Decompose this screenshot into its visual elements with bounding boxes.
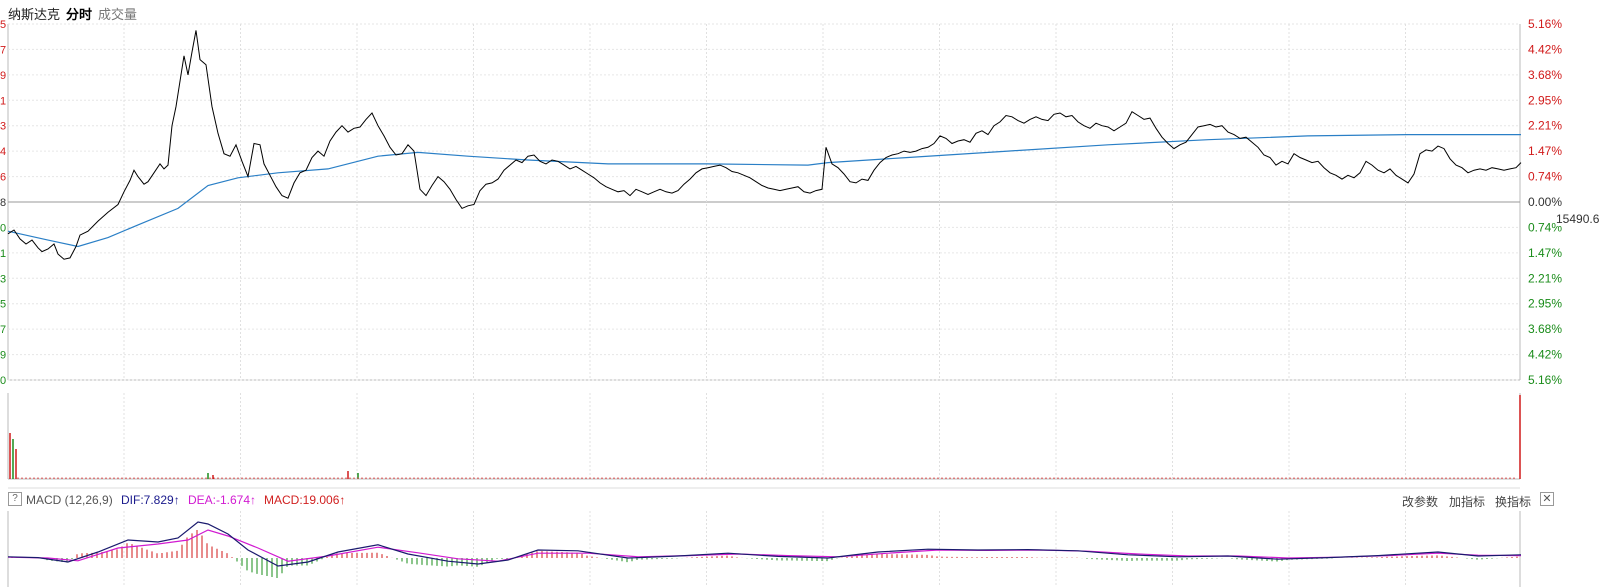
left-tick-label: 7 bbox=[0, 44, 6, 56]
right-tick-label: 2.21% bbox=[1528, 119, 1562, 133]
right-tick-label: 1.47% bbox=[1528, 246, 1562, 260]
chart-header: 纳斯达克 分时 成交量 bbox=[0, 0, 1607, 24]
macd-indicator-bar: ? MACD (12,26,9) DIF:7.829↑ DEA:-1.674↑ … bbox=[0, 491, 1560, 509]
avg-price-line bbox=[7, 134, 1521, 248]
dea-value: DEA:-1.674↑ bbox=[188, 493, 257, 507]
price-line bbox=[7, 30, 1522, 260]
dea-line bbox=[7, 529, 1522, 562]
left-tick-label: 7 bbox=[0, 324, 6, 336]
right-tick-label: 5.16% bbox=[1528, 373, 1562, 387]
left-tick-label: 3 bbox=[0, 121, 6, 133]
current-price-tag: 15490.6 bbox=[1556, 212, 1600, 226]
right-tick-label: 0.00% bbox=[1528, 195, 1562, 209]
right-tick-label: 2.95% bbox=[1528, 93, 1562, 107]
left-tick-label: 5 bbox=[0, 19, 6, 31]
right-tick-label: 5.16% bbox=[1528, 17, 1562, 31]
change-params-button[interactable]: 改参数 bbox=[1402, 495, 1439, 509]
left-tick-label: 8 bbox=[0, 197, 6, 209]
left-tick-label: 1 bbox=[0, 95, 6, 107]
left-tick-label: 3 bbox=[0, 273, 6, 285]
left-tick-label: 9 bbox=[0, 70, 6, 82]
tab-intraday[interactable]: 分时 bbox=[66, 7, 93, 22]
macd-name: MACD (12,26,9) bbox=[26, 493, 113, 507]
switch-indicator-button[interactable]: 换指标 bbox=[1495, 495, 1532, 509]
tab-volume[interactable]: 成交量 bbox=[98, 7, 138, 22]
right-tick-label: 2.21% bbox=[1528, 271, 1562, 285]
dif-value: DIF:7.829↑ bbox=[121, 493, 180, 507]
left-tick-label: 1 bbox=[0, 248, 6, 260]
macd-value: MACD:19.006↑ bbox=[264, 493, 346, 507]
dif-line bbox=[7, 521, 1522, 567]
right-tick-label: 4.42% bbox=[1528, 348, 1562, 362]
right-tick-label: 3.68% bbox=[1528, 68, 1562, 82]
right-tick-label: 1.47% bbox=[1528, 144, 1562, 158]
help-icon[interactable]: ? bbox=[8, 492, 22, 506]
left-tick-label: 0 bbox=[0, 222, 6, 234]
right-tick-label: 0.74% bbox=[1528, 170, 1562, 184]
left-tick-label: 0 bbox=[0, 375, 6, 387]
left-tick-label: 6 bbox=[0, 172, 6, 184]
close-icon[interactable]: ✕ bbox=[1540, 492, 1554, 506]
symbol-label: 纳斯达克 bbox=[8, 7, 61, 22]
left-tick-label: 5 bbox=[0, 299, 6, 311]
left-tick-label: 4 bbox=[0, 146, 6, 158]
add-indicator-button[interactable]: 加指标 bbox=[1449, 495, 1486, 509]
right-tick-label: 2.95% bbox=[1528, 297, 1562, 311]
right-tick-label: 4.42% bbox=[1528, 42, 1562, 56]
right-tick-label: 0.74% bbox=[1528, 220, 1562, 234]
left-tick-label: 9 bbox=[0, 350, 6, 362]
right-tick-label: 3.68% bbox=[1528, 322, 1562, 336]
